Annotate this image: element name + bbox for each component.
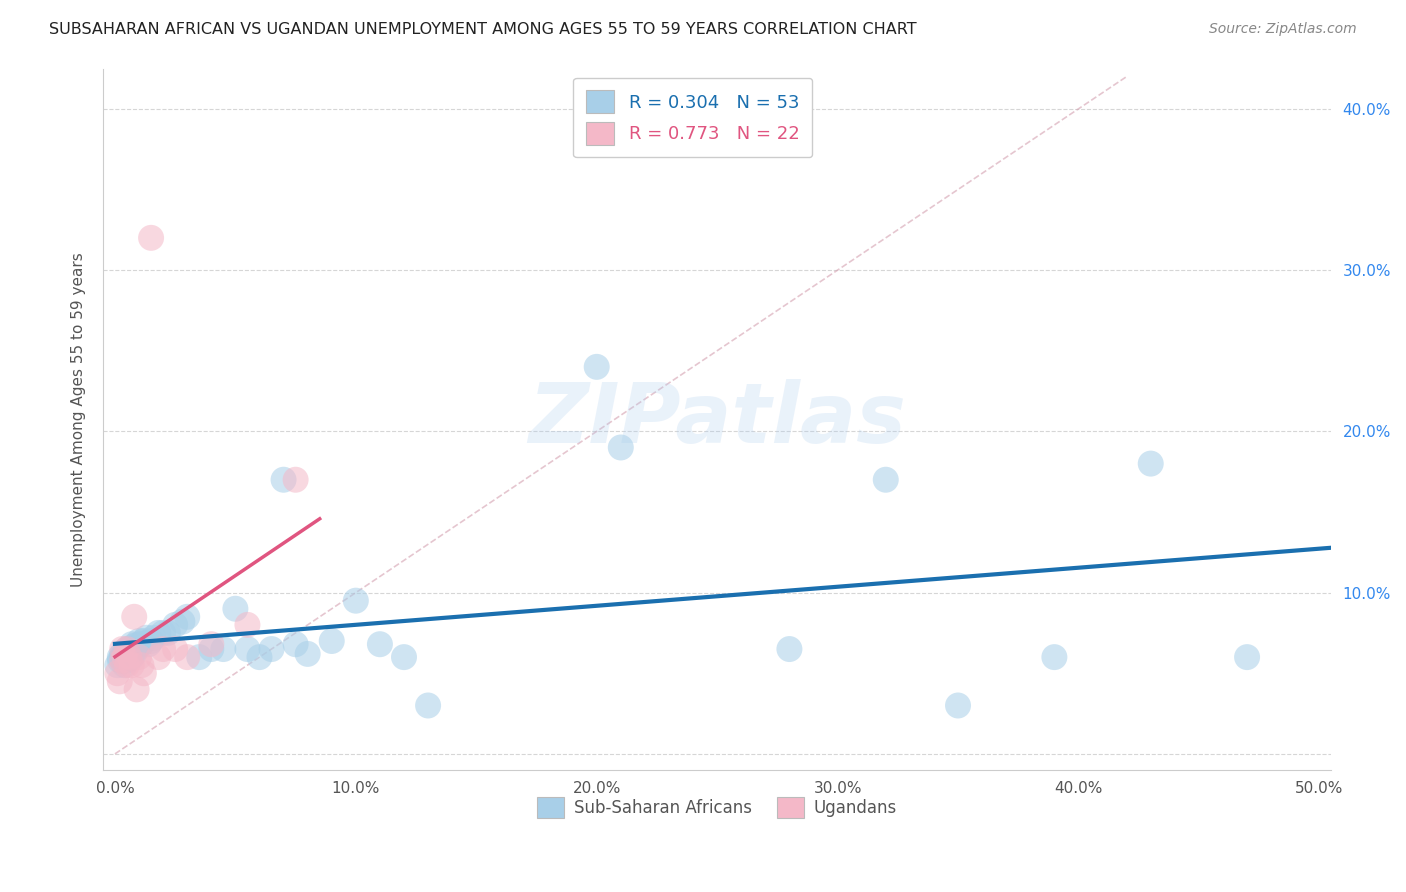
Point — [114, 650, 136, 665]
Text: ZIPatlas: ZIPatlas — [529, 379, 905, 459]
Point — [114, 647, 136, 661]
Point — [115, 642, 138, 657]
Point — [121, 658, 143, 673]
Point — [128, 650, 150, 665]
Point — [111, 642, 134, 657]
Point — [778, 642, 800, 657]
Point — [392, 650, 415, 665]
Point — [236, 618, 259, 632]
Point — [368, 637, 391, 651]
Point — [152, 642, 174, 657]
Point — [118, 650, 141, 665]
Point — [156, 626, 179, 640]
Point — [108, 674, 131, 689]
Point — [249, 650, 271, 665]
Point — [132, 666, 155, 681]
Point — [284, 473, 307, 487]
Y-axis label: Unemployment Among Ages 55 to 59 years: Unemployment Among Ages 55 to 59 years — [72, 252, 86, 587]
Point — [122, 639, 145, 653]
Point — [138, 637, 160, 651]
Point — [260, 642, 283, 657]
Point — [118, 642, 141, 657]
Point — [105, 666, 128, 681]
Point — [200, 637, 222, 651]
Point — [111, 650, 134, 665]
Point — [1139, 457, 1161, 471]
Point — [212, 642, 235, 657]
Point — [108, 650, 131, 665]
Point — [875, 473, 897, 487]
Point — [131, 637, 153, 651]
Point — [172, 615, 194, 629]
Point — [152, 626, 174, 640]
Point — [115, 653, 138, 667]
Point — [139, 231, 162, 245]
Point — [122, 609, 145, 624]
Point — [125, 642, 148, 657]
Point — [1043, 650, 1066, 665]
Point — [135, 631, 157, 645]
Point — [132, 634, 155, 648]
Text: SUBSAHARAN AFRICAN VS UGANDAN UNEMPLOYMENT AMONG AGES 55 TO 59 YEARS CORRELATION: SUBSAHARAN AFRICAN VS UGANDAN UNEMPLOYME… — [49, 22, 917, 37]
Point — [165, 642, 187, 657]
Point — [224, 601, 246, 615]
Point — [125, 682, 148, 697]
Point — [200, 642, 222, 657]
Point — [118, 650, 141, 665]
Point — [128, 634, 150, 648]
Point — [344, 593, 367, 607]
Text: Source: ZipAtlas.com: Source: ZipAtlas.com — [1209, 22, 1357, 37]
Point — [111, 647, 134, 661]
Point — [108, 653, 131, 667]
Point — [165, 618, 187, 632]
Point — [139, 634, 162, 648]
Point — [946, 698, 969, 713]
Point — [176, 609, 198, 624]
Point — [115, 642, 138, 657]
Point — [131, 658, 153, 673]
Point — [111, 653, 134, 667]
Point — [321, 634, 343, 648]
Point — [284, 637, 307, 651]
Point — [142, 631, 165, 645]
Point — [585, 359, 607, 374]
Point — [188, 650, 211, 665]
Point — [105, 658, 128, 673]
Point — [610, 441, 633, 455]
Point — [176, 650, 198, 665]
Point — [273, 473, 295, 487]
Point — [115, 658, 138, 673]
Point — [122, 647, 145, 661]
Point — [148, 626, 170, 640]
Point — [121, 637, 143, 651]
Point — [416, 698, 439, 713]
Point — [1236, 650, 1258, 665]
Legend: Sub-Saharan Africans, Ugandans: Sub-Saharan Africans, Ugandans — [530, 790, 904, 825]
Point — [121, 650, 143, 665]
Point — [114, 658, 136, 673]
Point — [297, 647, 319, 661]
Point — [128, 637, 150, 651]
Point — [148, 650, 170, 665]
Point — [236, 642, 259, 657]
